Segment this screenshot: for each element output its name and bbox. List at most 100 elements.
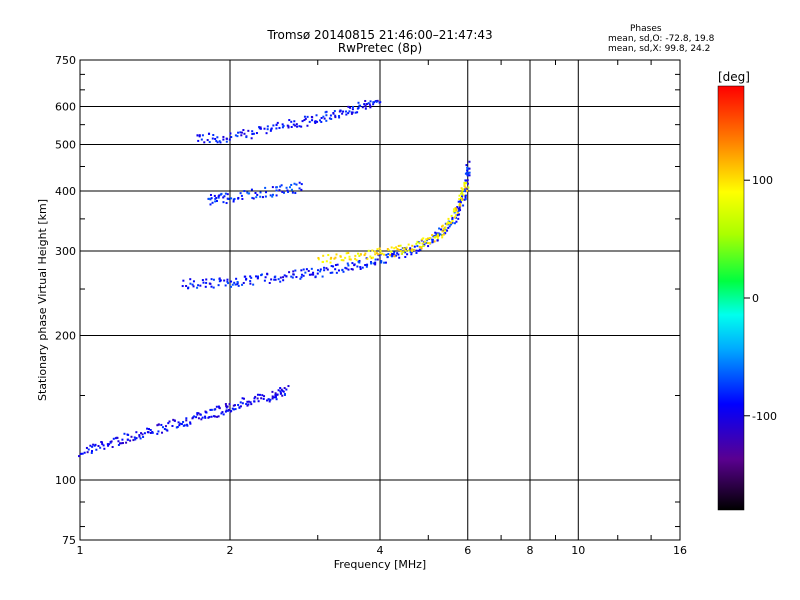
echo-point bbox=[264, 186, 267, 189]
echo-point bbox=[300, 269, 303, 272]
echo-point bbox=[217, 405, 220, 408]
echo-point bbox=[182, 420, 185, 423]
echo-point bbox=[459, 209, 462, 212]
echo-point bbox=[222, 138, 225, 141]
echo-point bbox=[333, 110, 336, 113]
echo-point bbox=[121, 442, 124, 445]
echo-point bbox=[336, 263, 339, 266]
echo-point bbox=[226, 280, 229, 283]
echo-point bbox=[164, 425, 167, 428]
echo-point bbox=[308, 120, 311, 123]
echo-point bbox=[455, 220, 458, 223]
echo-point bbox=[270, 128, 273, 131]
echo-point bbox=[232, 198, 235, 201]
echo-point bbox=[432, 235, 435, 238]
echo-point bbox=[240, 194, 243, 197]
echo-point bbox=[295, 183, 298, 186]
echo-point bbox=[464, 186, 467, 189]
echo-point bbox=[249, 282, 252, 285]
echo-point bbox=[356, 252, 359, 255]
echo-point bbox=[373, 250, 376, 253]
echo-point bbox=[287, 125, 290, 128]
echo-point bbox=[293, 120, 296, 123]
echo-point bbox=[457, 207, 460, 210]
echo-point bbox=[427, 245, 430, 248]
echo-point bbox=[233, 404, 236, 407]
echo-point bbox=[189, 421, 192, 424]
echo-point bbox=[208, 141, 211, 144]
echo-point bbox=[349, 258, 352, 261]
echo-point bbox=[78, 455, 81, 458]
echo-point bbox=[453, 211, 456, 214]
echo-point bbox=[468, 160, 471, 163]
echo-point bbox=[457, 200, 460, 203]
echo-point bbox=[290, 183, 293, 186]
echo-point bbox=[273, 278, 276, 281]
grid-lines bbox=[80, 60, 680, 540]
echo-point bbox=[132, 439, 135, 442]
x-axis-label: Frequency [MHz] bbox=[334, 558, 426, 571]
echo-point bbox=[202, 281, 205, 284]
echo-point bbox=[227, 197, 230, 200]
echo-point bbox=[86, 451, 89, 454]
echo-point bbox=[405, 248, 408, 251]
echo-point bbox=[210, 408, 213, 411]
echo-point bbox=[120, 442, 123, 445]
echo-point bbox=[147, 431, 150, 434]
echo-point bbox=[370, 262, 373, 265]
x-tick-label: 1 bbox=[77, 544, 84, 557]
x-tick-label: 4 bbox=[377, 544, 384, 557]
echo-point bbox=[417, 241, 420, 244]
echo-point bbox=[456, 206, 459, 209]
echo-point bbox=[271, 195, 274, 198]
echo-point bbox=[406, 253, 409, 256]
echo-point bbox=[337, 114, 340, 117]
echo-point bbox=[459, 204, 462, 207]
echo-point bbox=[290, 188, 293, 191]
echo-point bbox=[256, 397, 259, 400]
echo-point bbox=[431, 238, 434, 241]
echo-point bbox=[319, 119, 322, 122]
echo-point bbox=[390, 246, 393, 249]
echo-point bbox=[463, 181, 466, 184]
echo-point bbox=[399, 249, 402, 252]
echo-point bbox=[280, 388, 283, 391]
echo-point bbox=[278, 189, 281, 192]
echo-point bbox=[103, 447, 106, 450]
echo-point bbox=[463, 184, 466, 187]
x-tick-label: 6 bbox=[464, 544, 471, 557]
echo-point bbox=[315, 114, 318, 117]
x-tick-label: 8 bbox=[527, 544, 534, 557]
echo-point bbox=[263, 395, 266, 398]
echo-point bbox=[347, 264, 350, 267]
echo-point bbox=[205, 281, 208, 284]
echo-point bbox=[345, 252, 348, 255]
echo-point bbox=[216, 415, 219, 418]
echo-point bbox=[303, 119, 306, 122]
echo-point bbox=[364, 107, 367, 110]
echo-point bbox=[198, 135, 201, 138]
echo-point bbox=[463, 189, 466, 192]
echo-point bbox=[345, 267, 348, 270]
echo-point bbox=[151, 431, 154, 434]
echo-point bbox=[422, 244, 425, 247]
echo-point bbox=[157, 423, 160, 426]
echo-point bbox=[467, 186, 470, 189]
echo-point bbox=[290, 275, 293, 278]
echo-point bbox=[140, 432, 143, 435]
echo-point bbox=[222, 201, 225, 204]
echo-point bbox=[410, 251, 413, 254]
echo-point bbox=[436, 239, 439, 242]
echo-point bbox=[363, 103, 366, 106]
echo-point bbox=[461, 195, 464, 198]
echo-point bbox=[385, 253, 388, 256]
echo-point bbox=[219, 141, 222, 144]
echo-point bbox=[357, 101, 360, 104]
echo-point bbox=[277, 278, 280, 281]
echo-point bbox=[453, 216, 456, 219]
echo-point bbox=[363, 254, 366, 257]
echo-point bbox=[372, 101, 375, 104]
colorbar-label: [deg] bbox=[718, 70, 750, 84]
echo-point bbox=[201, 134, 204, 137]
echo-point bbox=[441, 234, 444, 237]
